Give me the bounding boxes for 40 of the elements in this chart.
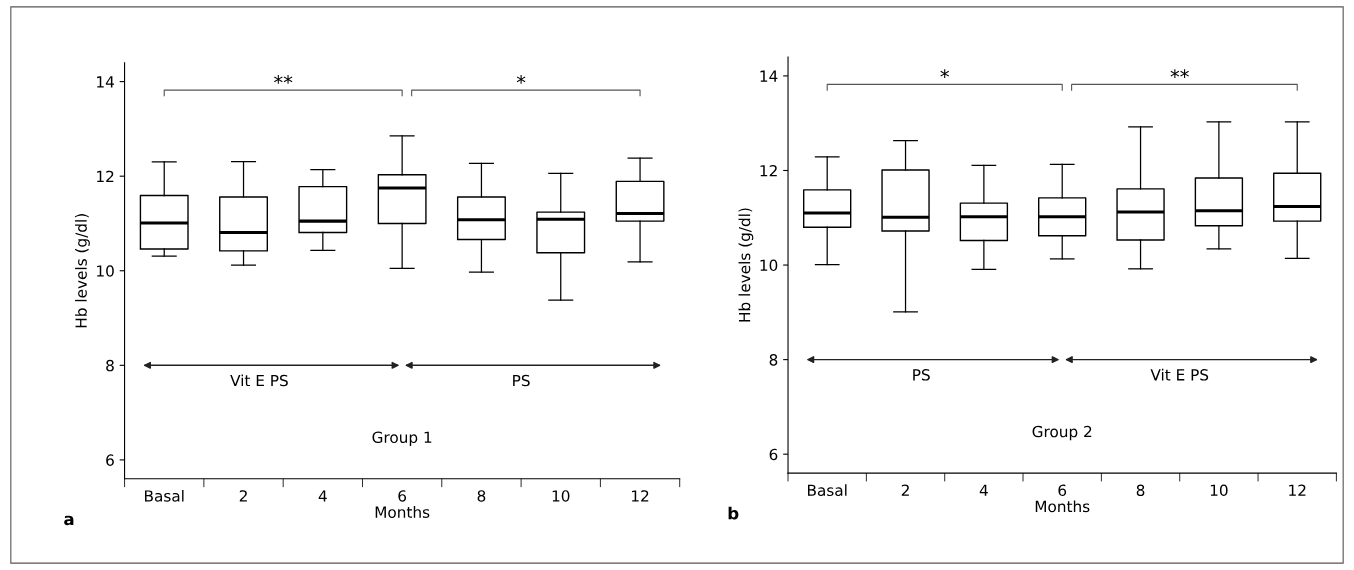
y-tick-label: 14 xyxy=(97,76,114,88)
annotation: PS xyxy=(913,369,930,381)
annotation: PS xyxy=(513,374,530,387)
y-tick-label: 8 xyxy=(769,354,778,366)
x-tick-label: 12 xyxy=(1289,484,1306,496)
annotation: Vit E PS xyxy=(230,374,288,387)
x-tick-label: 12 xyxy=(632,490,649,502)
x-tick-label: 4 xyxy=(318,490,327,502)
annotation: ** xyxy=(274,74,293,84)
x-tick-label: Basal xyxy=(145,489,184,502)
y-axis-title: Hb levels (g/dl) xyxy=(75,214,90,328)
x-tick-label: 2 xyxy=(239,490,247,502)
annotation: Vit E PS xyxy=(1150,368,1209,381)
x-axis-title: Months xyxy=(375,506,430,518)
x-tick-label: 10 xyxy=(1210,484,1228,497)
text: b xyxy=(728,506,739,520)
x-tick-label: 4 xyxy=(979,484,988,496)
annotation: * xyxy=(940,69,949,79)
annotation: * xyxy=(516,74,526,84)
annotation: ** xyxy=(1170,69,1189,79)
x-tick-label: 6 xyxy=(398,490,407,502)
y-tick-label: 6 xyxy=(106,454,114,466)
text: a xyxy=(64,515,74,526)
y-tick-label: 12 xyxy=(97,170,114,182)
x-axis-title: Months xyxy=(1035,500,1090,513)
x-tick-label: 2 xyxy=(901,484,909,496)
x-tick-label: Basal xyxy=(807,484,847,497)
y-tick-label: 10 xyxy=(97,265,114,277)
x-tick-label: 8 xyxy=(1136,484,1145,497)
y-tick-label: 14 xyxy=(760,70,778,82)
x-tick-label: 6 xyxy=(1058,484,1067,497)
y-axis-title: Hb levels (g/dl) xyxy=(738,208,754,322)
y-tick-label: 6 xyxy=(769,448,778,461)
y-tick-label: 8 xyxy=(106,359,114,372)
x-tick-label: 8 xyxy=(477,490,486,502)
y-tick-label: 10 xyxy=(760,259,778,272)
annotation: Group 2 xyxy=(1032,425,1092,441)
annotation: Group 1 xyxy=(372,431,432,446)
x-tick-label: 10 xyxy=(552,490,570,502)
y-tick-label: 12 xyxy=(760,164,777,177)
